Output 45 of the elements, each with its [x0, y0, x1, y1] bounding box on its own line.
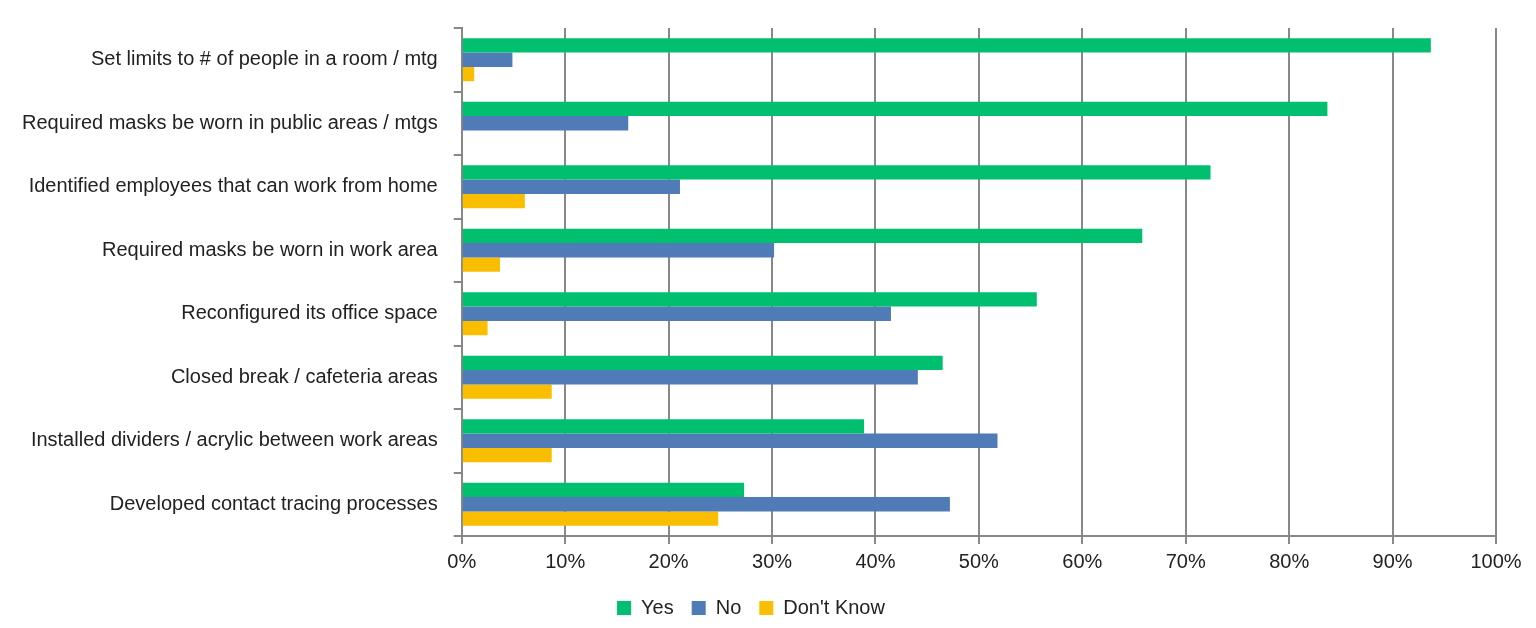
bar: [462, 433, 998, 448]
y-tick-label: Installed dividers / acrylic between work areas: [30, 428, 438, 451]
x-tick-label: 90%: [1372, 549, 1413, 572]
x-tick-label: 30%: [752, 549, 793, 572]
y-tick-label: Closed break / cafeteria areas: [170, 364, 438, 387]
bar: [462, 384, 552, 399]
bar: [462, 116, 629, 131]
y-tick-label: Reconfigured its office space: [181, 301, 438, 324]
x-tick-label: 100%: [1470, 549, 1522, 572]
x-tick-label: 60%: [1062, 549, 1103, 572]
bar: [462, 179, 680, 194]
bar: [462, 497, 950, 512]
x-tick-label: 0%: [447, 549, 477, 572]
y-tick-label: Required masks be worn in public areas / mtgs: [21, 110, 438, 133]
bar: [462, 52, 513, 67]
bar: [462, 38, 1431, 53]
bar: [462, 419, 865, 434]
bar: [462, 320, 488, 336]
x-tick-label: 70%: [1165, 549, 1206, 572]
bar: [462, 101, 1328, 117]
y-tick-label: Identified employees that can work from home: [28, 174, 438, 197]
bar: [462, 66, 475, 82]
x-tick-label: 20%: [648, 549, 689, 572]
bar: [462, 228, 1143, 244]
x-tick-label: 50%: [958, 549, 1000, 572]
legend-label: Don't Know: [783, 595, 886, 618]
bar: [462, 193, 525, 209]
bar: [462, 355, 943, 371]
x-tick-label: 40%: [855, 549, 896, 572]
legend-label: Yes: [641, 595, 674, 618]
bar: [462, 306, 891, 321]
x-tick-label: 10%: [545, 549, 586, 572]
bar: [462, 447, 552, 463]
bar: [462, 243, 775, 258]
legend-label: No: [715, 595, 742, 618]
y-tick-label: Developed contact tracing processes: [109, 491, 438, 514]
x-tick-label: 80%: [1269, 549, 1310, 572]
bar: [462, 165, 1211, 180]
bar: [462, 511, 719, 526]
y-tick-label: Required masks be worn in work area: [102, 237, 439, 260]
bar: [462, 370, 918, 385]
bar: [462, 292, 1037, 307]
y-tick-label: Set limits to # of people in a room / mtg: [90, 47, 438, 70]
bar: [462, 257, 501, 272]
bar: [462, 482, 745, 498]
